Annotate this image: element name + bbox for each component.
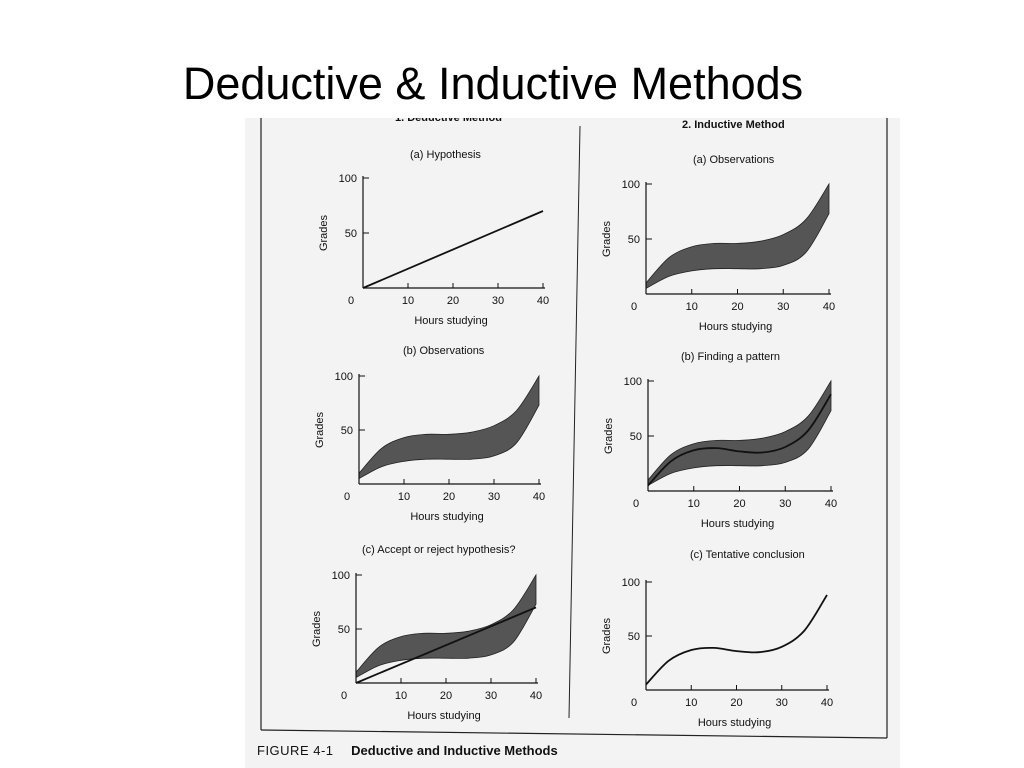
textbook-figure-scan: 1. Deductive Method 2. Inductive Method (a… — [245, 118, 900, 768]
panel-3-xtick-label-20: 20 — [440, 690, 452, 702]
panel-3-xlabel: Hours studying — [407, 710, 480, 722]
panel-2-xlabel: Hours studying — [410, 511, 483, 523]
panel-1-xlabel: Hours studying — [414, 315, 487, 327]
panel-4-observation-band — [645, 182, 830, 290]
panel-2-title: (b) Observations — [403, 345, 485, 357]
panel-6-ylabel: Grades — [601, 617, 613, 654]
panel-5-ylabel: Grades — [603, 417, 615, 454]
panel-2-xtick-label-30: 30 — [488, 491, 500, 503]
panel-4-xtick-label-40: 40 — [823, 301, 835, 313]
column-divider — [568, 125, 581, 719]
panel-6-xtick-label-40: 40 — [821, 697, 833, 709]
panel-3-xtick-label-0: 0 — [341, 690, 347, 702]
panel-6-xtick-label-0: 0 — [631, 697, 637, 709]
panel-5-xtick-label-0: 0 — [633, 498, 639, 510]
panel-3-title: (c) Accept or reject hypothesis? — [362, 544, 515, 556]
panel-4-ytick-label-100: 100 — [622, 179, 640, 191]
panel-3-ylabel: Grades — [311, 610, 323, 647]
panel-5-ytick-label-100: 100 — [624, 376, 642, 388]
panel-6-title: (c) Tentative conclusion — [690, 549, 805, 561]
panel-2-xtick-label-10: 10 — [398, 491, 410, 503]
panel-6-xtick-label-20: 20 — [730, 697, 742, 709]
panel-1-xtick-label-0: 0 — [348, 295, 354, 307]
panel-5-xtick-label-30: 30 — [779, 498, 791, 510]
panel-5-xtick-label-10: 10 — [688, 498, 700, 510]
panel-3-hypothesis-line — [355, 606, 537, 684]
panel-2-ytick-label-100: 100 — [335, 371, 353, 383]
panel-3-observation-band — [355, 573, 537, 679]
panel-2-xtick-label-0: 0 — [344, 491, 350, 503]
figure-caption: FIGURE 4-1 Deductive and Inductive Metho… — [257, 743, 558, 758]
panel-1-xtick-label-30: 30 — [492, 295, 504, 307]
deductive-heading: 1. Deductive Method — [395, 118, 502, 124]
panel-4-xtick-label-30: 30 — [777, 301, 789, 313]
panel-5-xtick-label-20: 20 — [733, 498, 745, 510]
panel-2-xtick-label-20: 20 — [443, 491, 455, 503]
figure-bottom-border — [260, 729, 888, 739]
panel-1-xtick-label-10: 10 — [402, 295, 414, 307]
panel-1-hypothesis-line — [362, 210, 544, 289]
panel-1-ytick-label-50: 50 — [345, 228, 357, 240]
panel-5-title: (b) Finding a pattern — [681, 351, 780, 363]
panel-2-ylabel: Grades — [314, 411, 326, 448]
panel-2-xtick-label-40: 40 — [533, 491, 545, 503]
panel-4-ytick-label-50: 50 — [628, 234, 640, 246]
panel-5-observation-band — [647, 379, 832, 487]
inductive-heading: 2. Inductive Method — [682, 119, 785, 131]
panel-4-xlabel: Hours studying — [699, 321, 772, 333]
panel-2-observation-band — [358, 374, 540, 480]
panel-3-ytick-label-50: 50 — [338, 624, 350, 636]
panel-3-ytick-label-100: 100 — [332, 570, 350, 582]
figure-title: Deductive and Inductive Methods — [351, 743, 558, 758]
panel-6-ytick-label-50: 50 — [628, 631, 640, 643]
panel-2-ytick-label-50: 50 — [341, 425, 353, 437]
panel-5-pattern-curve — [647, 393, 832, 487]
panel-1-ytick-label-100: 100 — [339, 173, 357, 185]
panel-3-xtick-label-30: 30 — [485, 690, 497, 702]
panel-4-ylabel: Grades — [601, 220, 613, 257]
panel-3-xtick-label-10: 10 — [395, 690, 407, 702]
panel-1-xtick-label-20: 20 — [447, 295, 459, 307]
panel-1-ylabel: Grades — [318, 214, 330, 251]
panel-5-xlabel: Hours studying — [701, 518, 774, 530]
panel-6-xtick-label-10: 10 — [685, 697, 697, 709]
panel-4-xtick-label-20: 20 — [731, 301, 743, 313]
panel-6-pattern-curve — [645, 594, 828, 686]
panel-1-xtick-label-40: 40 — [537, 295, 549, 307]
panel-4-title: (a) Observations — [693, 154, 775, 166]
slide-title: Deductive & Inductive Methods — [182, 58, 804, 109]
panel-4-xtick-label-10: 10 — [686, 301, 698, 313]
panel-4-xtick-label-0: 0 — [631, 301, 637, 313]
figure-number: FIGURE 4-1 — [257, 743, 334, 758]
panel-6-ytick-label-100: 100 — [622, 577, 640, 589]
panel-5-ytick-label-50: 50 — [630, 431, 642, 443]
figure-panels: 1. Deductive Method 2. Inductive Method (a… — [260, 118, 888, 739]
panel-3-xtick-label-40: 40 — [530, 690, 542, 702]
panel-6-xlabel: Hours studying — [698, 717, 771, 729]
panel-5-xtick-label-40: 40 — [825, 498, 837, 510]
panel-6-xtick-label-30: 30 — [776, 697, 788, 709]
panel-1-title: (a) Hypothesis — [410, 149, 481, 161]
